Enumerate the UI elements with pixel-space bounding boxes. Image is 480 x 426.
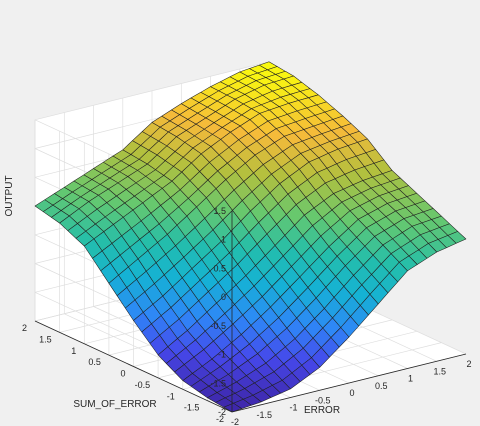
z-tick-label: -1 — [218, 350, 226, 360]
surface-mesh — [34, 61, 467, 413]
z-tick-label: 1 — [221, 235, 226, 245]
z-tick-label: -0.5 — [210, 321, 226, 331]
z-tick-label: 0 — [221, 292, 226, 302]
x-tick-label: -1.5 — [257, 410, 273, 420]
y-tick-label: 0.5 — [88, 357, 101, 367]
surface-cell — [447, 231, 467, 244]
y-tick-label: -1 — [167, 391, 175, 401]
x-tick-label: 0.5 — [375, 381, 388, 391]
y-tick-label: 1 — [71, 346, 76, 356]
x-tick-label: 0 — [349, 388, 354, 398]
z-tick-label: 0.5 — [213, 263, 226, 273]
x-tick-label: -1 — [289, 403, 297, 413]
y-tick-label: 0 — [120, 369, 125, 379]
x-tick-label: 1.5 — [434, 366, 447, 376]
x-axis-line — [231, 353, 467, 413]
x-tick-label: -0.5 — [315, 395, 331, 405]
y-tick-label: -1.5 — [184, 403, 200, 413]
tick-labels: -2 -1.5 -1 -0.5 0 0.5 1 1.5 2 -2 -1.5 -1 -0.5 0 0.5 1 1.… — [22, 206, 472, 426]
x-tick-label: -2 — [231, 417, 239, 426]
x-axis-label: ERROR — [304, 405, 340, 416]
z-tick-label: -1.5 — [210, 378, 226, 388]
z-axis-label: OUTPUT — [4, 175, 15, 216]
y-tick-label: -2 — [216, 414, 224, 424]
x-tick-label: 2 — [466, 359, 471, 369]
y-axis-line — [34, 320, 233, 413]
y-tick-label: 1.5 — [39, 334, 52, 344]
y-axis-label: SUM_OF_ERROR — [73, 399, 156, 410]
x-tick-label: 1 — [408, 374, 413, 384]
axis-lines — [34, 210, 467, 413]
y-tick-label: 2 — [22, 323, 27, 333]
grid-line-back-z — [34, 61, 270, 121]
z-tick-label: -2 — [218, 407, 226, 417]
y-tick-label: -0.5 — [135, 380, 151, 390]
z-tick-label: 1.5 — [213, 206, 226, 216]
